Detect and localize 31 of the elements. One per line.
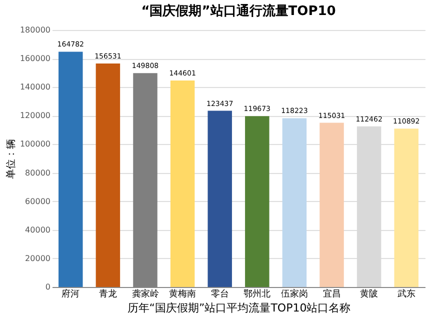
y-axis-title: 单位：辆: [4, 139, 17, 179]
y-tick-label: 60000: [25, 196, 50, 206]
y-tick-label: 20000: [25, 254, 50, 263]
bar: [245, 116, 270, 287]
y-tick-label: 0: [45, 282, 50, 292]
x-tick-label: 武东: [397, 288, 416, 300]
chart-title: “国庆假期”站口通行流量TOP10: [141, 3, 336, 19]
x-tick-label: 零台: [210, 288, 229, 300]
bar: [58, 52, 83, 287]
bar: [208, 110, 232, 287]
x-tick-label: 宜昌: [322, 288, 341, 300]
x-tick-label: 青龙: [98, 288, 117, 300]
x-tick-label: 伍家岗: [280, 288, 308, 300]
bar: [394, 128, 418, 287]
x-tick-label: 府河: [62, 288, 80, 300]
bar: [320, 122, 344, 287]
y-tick-label: 160000: [20, 54, 50, 64]
bar: [96, 64, 120, 287]
x-tick-label: 鄂州北: [244, 288, 271, 300]
y-tick-label: 80000: [25, 168, 50, 178]
y-tick-label: 100000: [20, 140, 50, 149]
bar: [170, 80, 195, 287]
y-tick-label: 140000: [20, 82, 50, 92]
y-tick-label: 180000: [20, 26, 50, 34]
x-tick-label: 龚家岭: [132, 288, 159, 300]
x-tick-label: 黄梅南: [169, 288, 196, 300]
y-tick-label: 40000: [25, 225, 50, 234]
bar: [282, 118, 307, 287]
x-axis-title: 历年“国庆假期”站口平均流量TOP10站口名称: [127, 302, 351, 314]
x-tick-label: 黄陂: [360, 288, 378, 300]
y-tick-label: 120000: [20, 111, 50, 120]
